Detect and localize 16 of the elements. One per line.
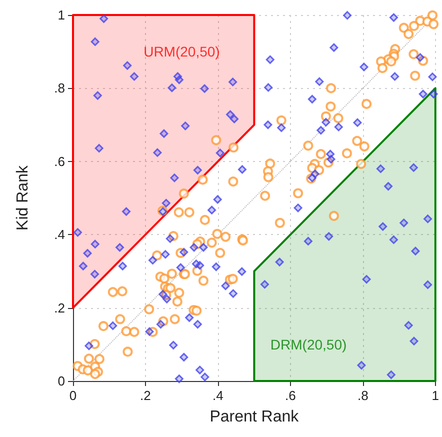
y-tick-label: .6 [54, 154, 65, 169]
x-axis-title: Parent Rank [210, 408, 300, 426]
y-tick-label: 0 [58, 374, 65, 388]
y-tick-label: 1 [58, 8, 65, 22]
x-tick-label: 1 [432, 388, 439, 403]
y-tick-label: .2 [54, 300, 65, 316]
x-tick-label: 0 [69, 388, 77, 403]
x-tick-label: .6 [285, 388, 296, 403]
x-tick-label: .4 [212, 388, 224, 403]
x-tick-label: .2 [140, 388, 151, 403]
y-tick-label: .4 [54, 227, 65, 242]
y-axis-title: Kid Rank [14, 164, 32, 230]
annotation: URM(20,50) [144, 44, 220, 60]
x-tick-label: .8 [357, 388, 368, 403]
y-tick-label: .8 [54, 80, 65, 96]
annotation: DRM(20,50) [270, 336, 347, 352]
